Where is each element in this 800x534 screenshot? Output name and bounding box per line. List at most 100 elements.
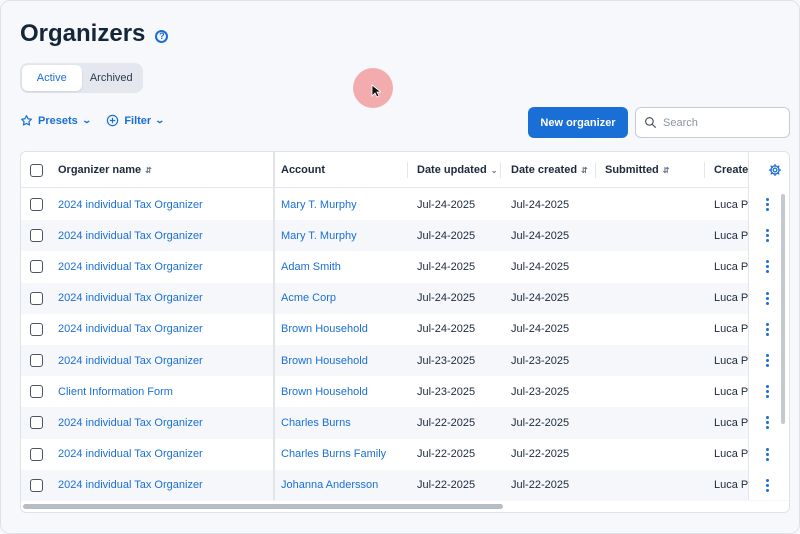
tab-active[interactable]: Active <box>22 65 82 91</box>
organizer-name-link[interactable]: 2024 individual Tax Organizer <box>58 354 203 367</box>
organizer-name-link[interactable]: 2024 individual Tax Organizer <box>58 292 203 305</box>
filter-button[interactable]: Filter ⌄ <box>106 114 166 127</box>
table-row[interactable]: 2024 individual Tax Organizer Charles Bu… <box>21 407 789 439</box>
date-created-cell: Jul-24-2025 <box>511 198 570 211</box>
search-input[interactable] <box>663 116 773 129</box>
more-options-icon[interactable] <box>764 447 770 461</box>
more-options-icon[interactable] <box>764 291 770 305</box>
row-checkbox[interactable] <box>30 416 43 430</box>
created-by-cell: Luca Pa <box>714 354 755 367</box>
table-header: Organizer name ⇵ Account Date updated ⌄ … <box>21 152 789 188</box>
table-row[interactable]: 2024 individual Tax Organizer Brown Hous… <box>21 344 789 377</box>
row-select-cell <box>30 220 43 251</box>
created-by-cell: Luca Pa <box>714 385 755 398</box>
table-row[interactable]: 2024 individual Tax Organizer Adam Smith… <box>21 251 789 282</box>
created-by-cell: Luca Pa <box>714 323 755 336</box>
column-header-name[interactable]: Organizer name ⇵ <box>58 152 152 188</box>
organizer-name-link[interactable]: 2024 individual Tax Organizer <box>58 260 203 273</box>
date-created-cell: Jul-24-2025 <box>511 260 570 273</box>
table-row[interactable]: 2024 individual Tax Organizer Charles Bu… <box>21 439 789 470</box>
column-header-submitted[interactable]: Submitted ⇵ <box>605 152 669 188</box>
search-box <box>635 107 790 138</box>
column-divider <box>407 162 408 178</box>
account-link[interactable]: Johanna Andersson <box>281 479 379 492</box>
organizer-name-link[interactable]: 2024 individual Tax Organizer <box>58 198 203 211</box>
column-header-date-created[interactable]: Date created ⇵ <box>511 152 588 188</box>
sort-desc-icon: ⌄ <box>490 165 498 175</box>
tab-archived[interactable]: Archived <box>89 72 133 84</box>
more-options-icon[interactable] <box>764 322 770 336</box>
date-created-cell: Jul-22-2025 <box>511 479 570 492</box>
account-link[interactable]: Charles Burns <box>281 416 351 429</box>
more-options-icon[interactable] <box>764 354 770 367</box>
organizer-name-link[interactable]: 2024 individual Tax Organizer <box>58 479 203 492</box>
more-options-icon[interactable] <box>764 229 770 243</box>
toolbar-left: Presets ⌄ Filter ⌄ <box>20 114 166 127</box>
row-checkbox[interactable] <box>30 447 43 461</box>
account-link[interactable]: Mary T. Murphy <box>281 198 357 211</box>
account-link[interactable]: Adam Smith <box>281 260 341 273</box>
date-updated-cell: Jul-24-2025 <box>417 292 476 305</box>
account-link[interactable]: Acme Corp <box>281 292 337 305</box>
question-circle-icon[interactable]: ? <box>155 29 169 43</box>
status-tabs: Active Archived <box>20 63 143 93</box>
table-row[interactable]: 2024 individual Tax Organizer Brown Hous… <box>21 314 789 345</box>
column-created-by-label: Created <box>714 164 755 176</box>
account-link[interactable]: Brown Household <box>281 385 368 398</box>
more-options-icon[interactable] <box>764 416 770 430</box>
row-checkbox[interactable] <box>30 291 43 305</box>
more-options-icon[interactable] <box>764 260 770 274</box>
table-row[interactable]: 2024 individual Tax Organizer Mary T. Mu… <box>21 220 789 252</box>
table-row[interactable]: 2024 individual Tax Organizer Johanna An… <box>21 469 789 501</box>
table-row[interactable]: Client Information Form Brown Household … <box>21 376 789 407</box>
row-select-cell <box>30 251 43 282</box>
date-created-cell: Jul-24-2025 <box>511 323 570 336</box>
date-created-cell: Jul-24-2025 <box>511 292 570 305</box>
row-checkbox[interactable] <box>30 260 43 274</box>
organizer-name-link[interactable]: 2024 individual Tax Organizer <box>58 229 203 242</box>
organizer-name-link[interactable]: 2024 individual Tax Organizer <box>58 323 203 336</box>
table-body: 2024 individual Tax Organizer Mary T. Mu… <box>21 189 789 501</box>
row-checkbox[interactable] <box>30 198 43 212</box>
date-updated-cell: Jul-24-2025 <box>417 323 476 336</box>
new-organizer-button[interactable]: New organizer <box>528 107 628 138</box>
organizer-name-link[interactable]: Client Information Form <box>58 385 173 398</box>
chevron-down-icon: ⌄ <box>154 115 166 125</box>
row-checkbox[interactable] <box>30 229 43 243</box>
sort-icon: ⇵ <box>581 165 588 175</box>
column-header-created-by[interactable]: Created <box>714 152 755 188</box>
column-submitted-label: Submitted <box>605 164 659 176</box>
column-header-date-updated[interactable]: Date updated ⌄ <box>417 152 497 188</box>
gear-icon[interactable] <box>768 163 782 177</box>
column-account-label: Account <box>281 164 325 176</box>
select-all-checkbox[interactable] <box>30 163 43 177</box>
horizontal-scrollbar[interactable] <box>23 504 503 509</box>
created-by-cell: Luca Pa <box>714 479 755 492</box>
more-options-icon[interactable] <box>764 198 770 211</box>
presets-button[interactable]: Presets ⌄ <box>20 114 92 127</box>
date-created-cell: Jul-23-2025 <box>511 385 570 398</box>
row-select-cell <box>30 189 43 220</box>
row-select-cell <box>30 345 43 376</box>
more-options-icon[interactable] <box>764 385 770 399</box>
row-checkbox[interactable] <box>30 385 43 399</box>
account-link[interactable]: Brown Household <box>281 323 368 336</box>
vertical-scrollbar[interactable] <box>781 194 785 424</box>
organizer-name-link[interactable]: 2024 individual Tax Organizer <box>58 448 203 461</box>
row-checkbox[interactable] <box>30 478 43 492</box>
organizer-name-link[interactable]: 2024 individual Tax Organizer <box>58 416 203 429</box>
account-link[interactable]: Brown Household <box>281 354 368 367</box>
account-link[interactable]: Mary T. Murphy <box>281 229 357 242</box>
table-row[interactable]: 2024 individual Tax Organizer Mary T. Mu… <box>21 189 789 220</box>
row-select-cell <box>30 283 43 314</box>
date-updated-cell: Jul-22-2025 <box>417 448 476 461</box>
column-header-account[interactable]: Account <box>281 152 325 188</box>
table-row[interactable]: 2024 individual Tax Organizer Acme Corp … <box>21 282 789 314</box>
row-checkbox[interactable] <box>30 354 43 368</box>
column-date-updated-label: Date updated <box>417 164 487 176</box>
row-checkbox[interactable] <box>30 322 43 336</box>
account-link[interactable]: Charles Burns Family <box>281 448 387 461</box>
date-updated-cell: Jul-22-2025 <box>417 416 476 429</box>
more-options-icon[interactable] <box>764 478 770 492</box>
created-by-cell: Luca Pa <box>714 292 755 305</box>
